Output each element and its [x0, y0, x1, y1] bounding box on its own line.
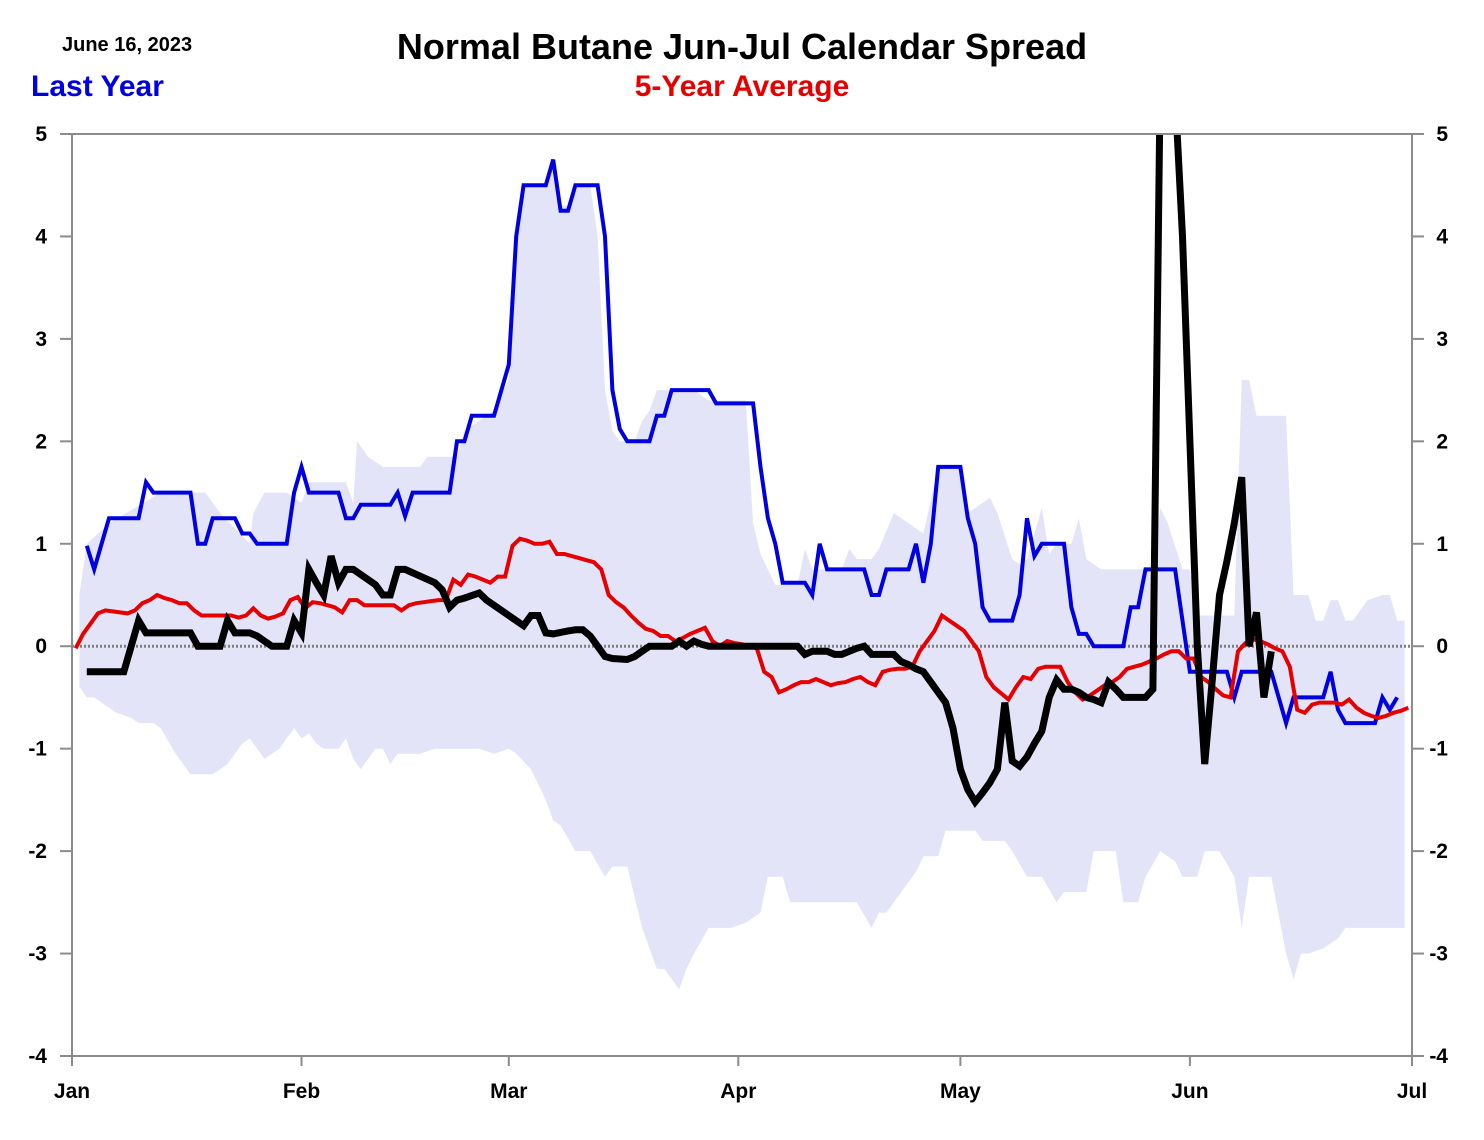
y-tick-label-right: 4: [1436, 225, 1448, 248]
y-tick-label-right: 5: [1436, 123, 1448, 146]
y-tick-label-right: -3: [1429, 943, 1448, 966]
x-tick-label: Apr: [720, 1080, 756, 1103]
report-date: June 16, 2023: [62, 34, 193, 56]
x-tick-label: Jul: [1397, 1080, 1427, 1103]
series-last-year-line: [84, 159, 1399, 731]
plot-area: [72, 134, 1412, 990]
y-tick-label-right: 1: [1436, 533, 1448, 556]
legend-last-year: Last Year: [31, 70, 164, 103]
chart-title: Normal Butane Jun-Jul Calendar Spread: [396, 26, 1088, 67]
x-tick-label: May: [940, 1080, 981, 1103]
series-current-year-line: [86, 134, 1275, 808]
y-tick-label-left: -3: [28, 943, 47, 966]
y-tick-label-left: -4: [28, 1045, 47, 1068]
x-tick-label: Mar: [490, 1080, 527, 1103]
y-tick-label-left: 2: [35, 430, 47, 453]
y-tick-label-right: -1: [1429, 738, 1448, 761]
range-band: [79, 164, 1405, 990]
y-tick-label-left: 4: [35, 225, 47, 248]
y-tick-label-left: -2: [28, 840, 47, 863]
y-tick-label-left: 0: [35, 635, 47, 658]
y-tick-label-left: 3: [35, 328, 47, 351]
y-tick-label-left: -1: [28, 738, 47, 761]
legend-five-year-average: 5-Year Average: [634, 70, 850, 103]
x-tick-label: Jan: [54, 1080, 90, 1103]
x-tick-label: Feb: [283, 1080, 320, 1103]
y-tick-label-right: 2: [1436, 430, 1448, 453]
x-tick-label: Jun: [1171, 1080, 1208, 1103]
y-tick-label-left: 5: [35, 123, 47, 146]
y-tick-label-right: 0: [1436, 635, 1448, 658]
y-tick-label-right: -4: [1429, 1045, 1448, 1068]
y-tick-label-right: 3: [1436, 328, 1448, 351]
y-tick-label-left: 1: [35, 533, 47, 556]
y-tick-label-right: -2: [1429, 840, 1448, 863]
